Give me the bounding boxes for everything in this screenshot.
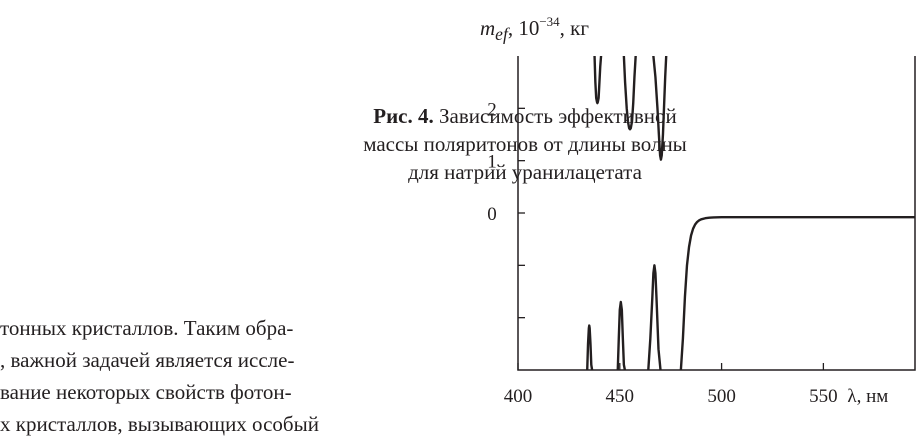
effective-mass-chart: 400 450 500 550 λ, нм 0 1 2: [0, 0, 919, 410]
series-line: [618, 302, 625, 370]
y-tick-label: 1: [487, 152, 497, 173]
series-line: [653, 56, 666, 160]
x-axis-label: λ, нм: [847, 386, 888, 407]
plot-frame: [518, 56, 915, 370]
x-tick-label: 550: [809, 386, 838, 407]
x-tick-label: 400: [504, 386, 533, 407]
x-tick-label: 500: [707, 386, 736, 407]
y-tick-label: 2: [487, 99, 497, 120]
body-text-line: х кристаллов, вызывающих особый: [0, 408, 420, 440]
series-line: [587, 326, 592, 370]
x-tick-label: 450: [606, 386, 635, 407]
y-tick-label: 0: [487, 204, 497, 225]
series-line: [595, 56, 602, 103]
series-line: [681, 217, 915, 370]
series-line: [648, 265, 660, 370]
series-line: [624, 56, 636, 129]
